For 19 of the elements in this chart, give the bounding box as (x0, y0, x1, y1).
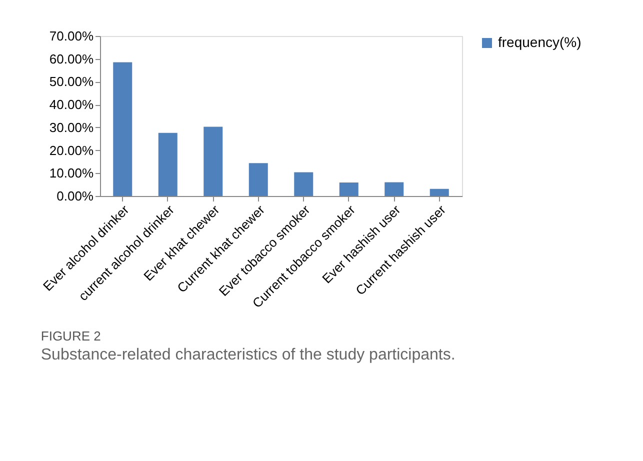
y-tick-label: 0.00% (56, 188, 94, 204)
bar (248, 163, 268, 196)
bar (158, 132, 178, 196)
y-tick-label: 40.00% (49, 97, 94, 112)
bar (294, 172, 314, 196)
text: Substance-related characteristics of the study participants. (40, 346, 456, 364)
y-tick-label: 70.00% (49, 28, 94, 44)
y-tick-label: 30.00% (49, 120, 94, 135)
bar (113, 62, 132, 196)
bar (430, 188, 449, 196)
text: FIGURE 2 (40, 328, 101, 344)
bar (384, 182, 404, 196)
legend-label: frequency(%) (498, 34, 582, 50)
y-tick-label: 10.00% (49, 166, 94, 181)
y-tick-label: 20.00% (49, 142, 94, 158)
bar (204, 126, 223, 196)
y-tick-label: 60.00% (49, 51, 94, 66)
y-tick-label: 50.00% (49, 74, 94, 90)
bar (339, 182, 358, 196)
